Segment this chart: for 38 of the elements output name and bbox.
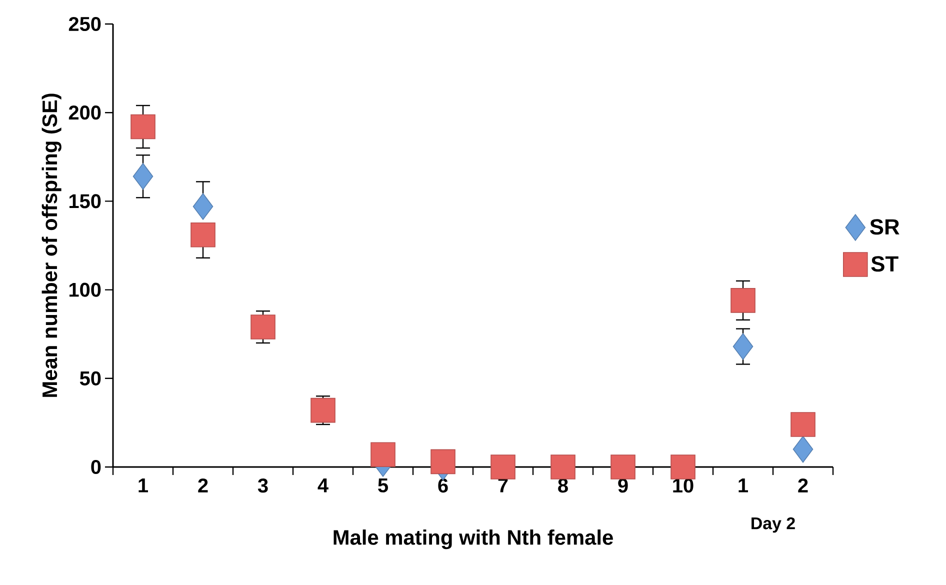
point	[792, 436, 814, 463]
x-tick-label: 8	[558, 478, 568, 493]
point	[490, 454, 516, 480]
point	[310, 398, 336, 423]
y-tick-label: 50	[80, 371, 101, 386]
x-tick-label: 1	[138, 478, 148, 492]
x-tick-label: 2	[798, 478, 808, 492]
y-tick-label: 0	[91, 460, 101, 474]
point	[130, 114, 156, 140]
y-tick-label: 150	[69, 194, 101, 208]
x-tick-label: 10	[673, 478, 694, 493]
x-tick-label: 2	[198, 478, 208, 492]
point	[190, 222, 216, 248]
point	[132, 162, 154, 190]
y-axis-title: Mean number of offspring (SE)	[42, 94, 62, 397]
text: Day 2	[752, 517, 795, 533]
point	[250, 314, 276, 340]
legend-label: ST	[871, 256, 898, 272]
x-tick-label: 5	[378, 478, 388, 492]
x-tick-label: 4	[318, 478, 328, 492]
point	[790, 412, 816, 437]
x-tick-label: 1	[738, 478, 748, 492]
point	[732, 333, 754, 360]
point	[730, 288, 756, 313]
x-axis-title: Male mating with Nth female	[334, 530, 613, 550]
x-tick-label: 6	[438, 478, 448, 493]
point	[370, 442, 396, 467]
x-tick-label: 3	[258, 478, 268, 493]
y-tick-label: 250	[68, 16, 101, 32]
point	[192, 193, 214, 220]
point	[550, 454, 576, 480]
point	[610, 454, 636, 480]
point	[430, 449, 456, 474]
point	[670, 454, 696, 480]
legend-label: SR	[870, 219, 900, 235]
y-tick-label: 200	[68, 106, 101, 120]
x-tick-label: 9	[618, 478, 628, 493]
y-tick-label: 100	[69, 282, 101, 297]
